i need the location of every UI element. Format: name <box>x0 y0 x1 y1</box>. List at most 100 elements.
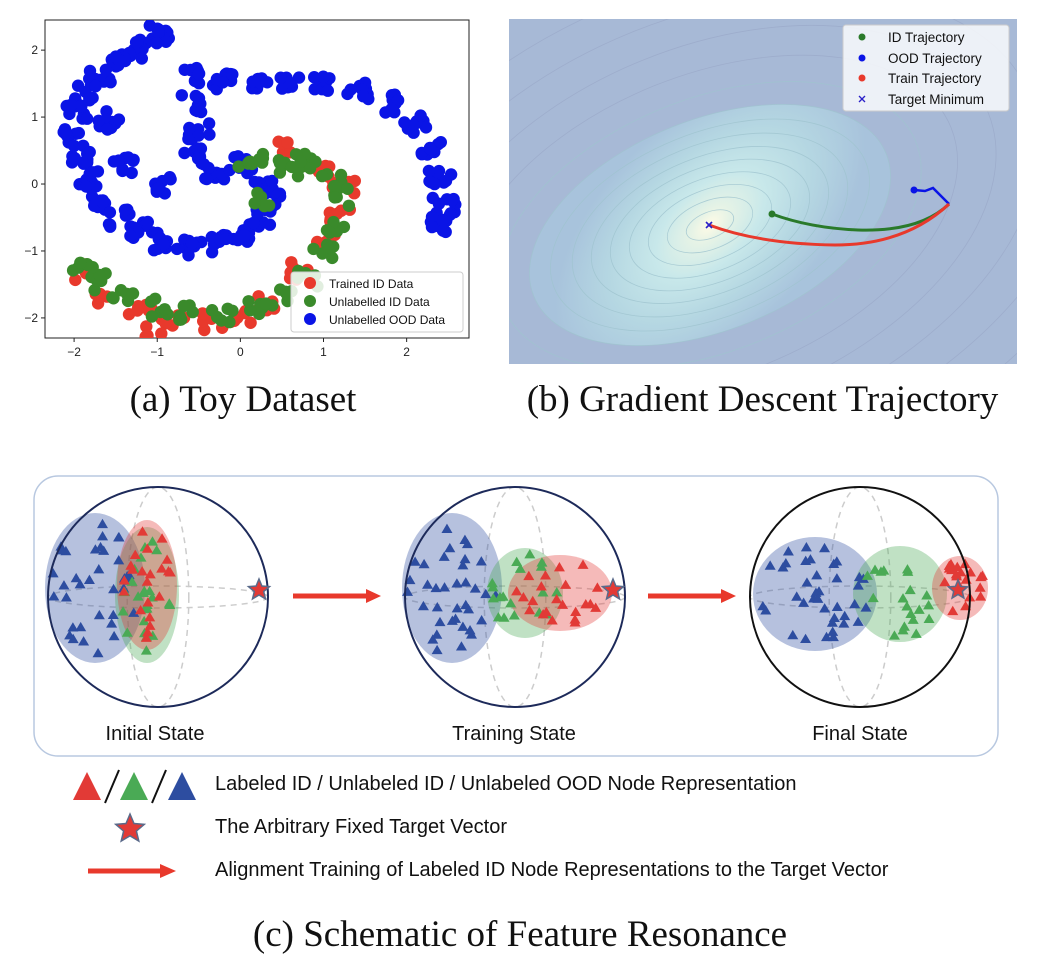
scatter-point <box>231 233 245 247</box>
node-triangle <box>129 549 141 560</box>
node-triangle <box>70 572 82 583</box>
node-triangle <box>810 587 822 597</box>
legend-b-item: OOD Trajectory <box>888 51 982 66</box>
node-triangle <box>446 615 458 625</box>
node-triangle <box>860 602 872 612</box>
node-triangle <box>141 576 153 586</box>
scatter-point <box>244 316 257 329</box>
caption-c: (c) Schematic of Feature Resonance <box>252 914 788 955</box>
train-trajectory-line <box>708 202 951 247</box>
node-triangle <box>801 577 813 587</box>
node-triangle <box>140 632 152 642</box>
node-triangle <box>78 636 90 646</box>
node-triangle <box>486 577 498 588</box>
node-triangle <box>457 621 469 631</box>
scatter-point <box>131 304 144 317</box>
cluster-blob <box>402 513 502 663</box>
node-triangle <box>910 628 922 638</box>
scatter-point <box>68 152 82 165</box>
node-triangle <box>560 579 572 589</box>
node-triangle <box>826 617 838 627</box>
red-arrow-icon <box>88 864 176 878</box>
scatter-point <box>323 226 337 239</box>
scatter-point <box>182 132 195 146</box>
x-tick-label: 1 <box>320 345 327 359</box>
state-label-initial: Initial State <box>105 723 205 745</box>
node-triangle <box>164 567 176 577</box>
scatter-point <box>344 83 357 96</box>
scatter-point <box>80 112 94 125</box>
node-triangle <box>475 556 487 566</box>
scatter-point <box>280 286 293 300</box>
node-triangle <box>505 598 517 608</box>
scatter-point <box>436 224 450 237</box>
x-tick-label: 0 <box>237 345 244 359</box>
node-triangle <box>905 608 917 619</box>
scatter-point <box>342 199 356 212</box>
y-tick-label: −1 <box>24 244 38 258</box>
x-tick-label: 2 <box>403 345 410 359</box>
node-triangle <box>487 593 499 603</box>
node-triangle <box>137 526 149 536</box>
scatter-point <box>419 121 433 134</box>
node-triangle <box>553 562 565 572</box>
node-triangle <box>107 609 119 620</box>
node-triangle <box>831 601 843 612</box>
scatter-point <box>337 220 351 234</box>
scatter-point <box>334 168 348 182</box>
scatter-point <box>155 327 168 338</box>
node-triangle <box>409 556 421 566</box>
node-triangle <box>135 604 147 615</box>
scatter-point <box>178 146 191 160</box>
scatter-point <box>112 154 125 167</box>
node-triangle <box>97 531 109 541</box>
node-triangle <box>974 582 986 592</box>
scatter-point <box>259 297 273 310</box>
node-triangle <box>821 631 833 642</box>
node-triangle <box>764 560 776 570</box>
legend-node-representation: Labeled ID / Unlabeled ID / Unlabeled OO… <box>215 773 797 795</box>
node-triangle <box>780 558 792 568</box>
scatter-point <box>74 256 87 269</box>
inner-contours <box>509 81 922 364</box>
scatter-point <box>104 220 117 233</box>
target-star <box>600 577 626 601</box>
scatter-point <box>398 116 411 129</box>
node-triangle <box>861 570 873 580</box>
scatter-point <box>72 126 86 140</box>
scatter-point <box>141 215 154 229</box>
scatter-point <box>107 292 120 305</box>
scatter-point <box>323 241 337 255</box>
node-triangle <box>852 580 864 590</box>
scatter-point <box>294 155 307 168</box>
scatter-point <box>126 287 140 300</box>
node-triangle <box>849 598 861 609</box>
scatter-point <box>103 206 117 219</box>
scatter-point <box>273 157 287 170</box>
node-triangle <box>947 605 959 616</box>
node-triangle <box>523 570 535 581</box>
y-tick-label: −2 <box>24 311 38 325</box>
node-triangle <box>451 603 463 613</box>
node-triangle <box>142 626 154 637</box>
scatter-point <box>274 71 287 84</box>
scatter-point <box>341 182 354 195</box>
node-triangle <box>128 607 140 617</box>
legend-alignment-training: Alignment Training of Labeled ID Node Re… <box>215 859 889 881</box>
node-triangle <box>524 604 536 615</box>
node-triangle <box>146 536 158 546</box>
node-triangle <box>517 592 529 602</box>
scatter-point <box>242 295 255 308</box>
scatter-point <box>228 151 241 164</box>
scatter-point <box>150 37 163 50</box>
node-triangle <box>417 600 429 611</box>
state-spheres <box>45 486 988 708</box>
node-triangle <box>569 614 581 624</box>
node-triangle <box>923 599 935 610</box>
node-triangle <box>461 538 473 549</box>
node-triangle <box>136 566 148 576</box>
node-triangle <box>907 614 919 624</box>
node-triangle <box>108 630 120 641</box>
node-triangle <box>527 595 539 606</box>
scatter-point <box>196 307 209 320</box>
